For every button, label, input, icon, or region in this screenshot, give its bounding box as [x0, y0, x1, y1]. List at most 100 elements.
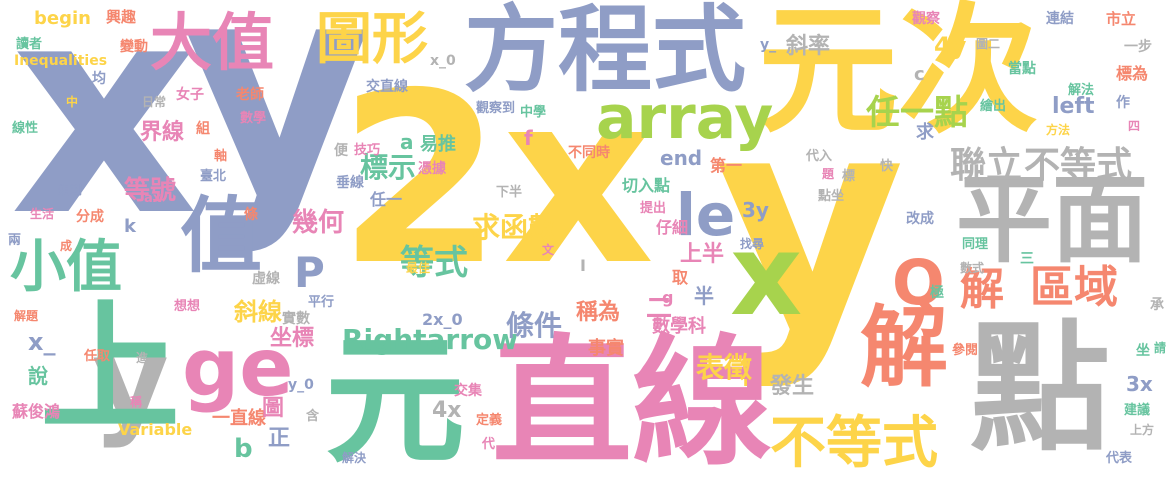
word-butongshi: 不同時 [568, 145, 610, 161]
word-fangfa: 方法 [1046, 123, 1071, 137]
word-dai: 代 [482, 437, 496, 452]
word-ban: 半 [694, 284, 714, 308]
word-yitui: 易推 [420, 134, 456, 155]
word-ge: ge [182, 321, 294, 414]
word-y-blue: y [182, 0, 373, 258]
word-bian: 便 [334, 143, 348, 159]
word-dairu: 代入 [806, 149, 833, 164]
word-zuobiao: 坐標 [270, 326, 315, 351]
word-huichu: 繪出 [980, 99, 1007, 114]
word-jie: 解 [960, 264, 1004, 315]
word-xingqu: 興趣 [106, 8, 137, 26]
word-y-gray: y [92, 312, 169, 450]
word-fangchengshi: 方程式 [464, 0, 747, 105]
word-liang: 兩 [8, 233, 22, 248]
word-shenghuo: 生活 [30, 207, 55, 221]
word-shuo: 說 [28, 364, 48, 388]
word-y-yellow: y [715, 52, 906, 392]
word-2x0: 2x_0 [422, 310, 463, 329]
word-k: k [124, 216, 136, 237]
word-2x: 2x [338, 42, 655, 317]
word-shang: 上 [40, 288, 181, 451]
word-end: end [660, 146, 703, 170]
word-left: left [1052, 94, 1095, 119]
word-zhongxue: 中學 [520, 105, 547, 120]
word-i: I [580, 256, 586, 275]
word-lianli: 聯立 [950, 145, 1023, 186]
word-tu: 圖 [262, 396, 285, 421]
word-ji: 極 [930, 285, 944, 301]
word-zhixian: 直線 [492, 322, 773, 482]
word-zheng: 正 [268, 426, 291, 451]
word-cheng: 稱 [130, 395, 143, 409]
word-jun: 均 [92, 71, 106, 87]
word-daibiao: 代表 [1106, 451, 1133, 466]
word-taibei: 臺北 [200, 169, 227, 184]
word-dengshi: 等式 [400, 243, 468, 283]
word-pingju: 憑據 [418, 161, 446, 177]
word-zuo: 作 [1116, 95, 1130, 111]
word-zu: 組 [196, 121, 210, 137]
word-biaozheng: 表徵 [696, 351, 753, 384]
word-le: le [676, 181, 736, 249]
word-yuan: 元 [325, 320, 466, 482]
word-fasheng: 發生 [770, 374, 815, 399]
word-si: 四 [1128, 119, 1141, 133]
word-tuer: 圖二 [976, 37, 1001, 51]
word-nuzi: 女子 [176, 87, 204, 103]
word-gaicheng: 改成 [906, 211, 934, 227]
word-cheng-orange: 成 [60, 239, 73, 253]
word-han: 含 [306, 409, 320, 424]
word-shishu: 實數 [282, 311, 310, 327]
word-jie-large: 解 [860, 296, 949, 399]
word-x-green: x [730, 211, 803, 341]
word-zhong: 中 [66, 95, 79, 109]
word-x-blue: x [10, 0, 199, 280]
word-jiejue: 解決 [342, 451, 367, 465]
word-xielv: 斜率 [786, 34, 831, 59]
word-canyue: 參閱 [952, 343, 979, 358]
word-array: array [596, 83, 774, 153]
word-diyi: 第一 [710, 156, 743, 175]
word-dangdian: 當點 [1008, 61, 1036, 77]
word-qierudian: 切入點 [622, 176, 671, 195]
word-qing: 請 [1154, 341, 1167, 355]
word-quyu: 區域 [1030, 262, 1118, 313]
word-yizhixian: 一直線 [212, 408, 266, 429]
word-biao: 標 [842, 169, 856, 184]
word-tongli: 同理 [962, 237, 989, 252]
word-zuo-green: 坐 [1136, 343, 1150, 359]
word-p: P [294, 248, 325, 297]
word-zuijia: 最佳 [406, 261, 431, 275]
word-4y: 4y [934, 32, 967, 60]
word-variable: Variable [118, 420, 193, 439]
word-pingxing: 平行 [308, 295, 335, 310]
word-biaoshi: 標示 [360, 151, 417, 184]
word-jiqiao: 技巧 [354, 143, 381, 158]
word-g: g [662, 288, 674, 307]
word-jieti: 解題 [14, 309, 39, 323]
word-biandong: 變動 [120, 39, 148, 55]
word-budengshi-yellow: 不等式 [770, 411, 938, 476]
word-xiaozhi: 小值 [10, 235, 122, 300]
word-qiuhanshu: 求函數 [472, 211, 557, 244]
word-chuixian: 垂線 [336, 175, 364, 191]
word-san: 三 [1020, 251, 1034, 267]
word-y0: y_0 [288, 377, 314, 393]
word-jiexian: 界線 [140, 120, 185, 145]
word-zhi: 值 [180, 189, 263, 284]
word-xuxian: 虛線 [252, 271, 280, 287]
word-dingyi: 定義 [476, 413, 503, 428]
word-xiexian: 斜線 [234, 298, 282, 326]
word-cheng-gray: 承 [1150, 297, 1164, 313]
word-pingmian: 平面 [956, 164, 1148, 276]
word-xianxing: 線性 [12, 121, 39, 136]
word-denghao: 等號 [124, 176, 177, 206]
word-inequalities: Inequalities [14, 53, 108, 69]
word-richang: 日常 [142, 95, 167, 109]
word-shuxueke: 數學科 [652, 316, 706, 337]
word-chengwei: 稱為 [576, 300, 621, 325]
word-sujunhong: 蘇俊鴻 [12, 402, 61, 421]
word-duzhe: 讀者 [16, 37, 43, 52]
